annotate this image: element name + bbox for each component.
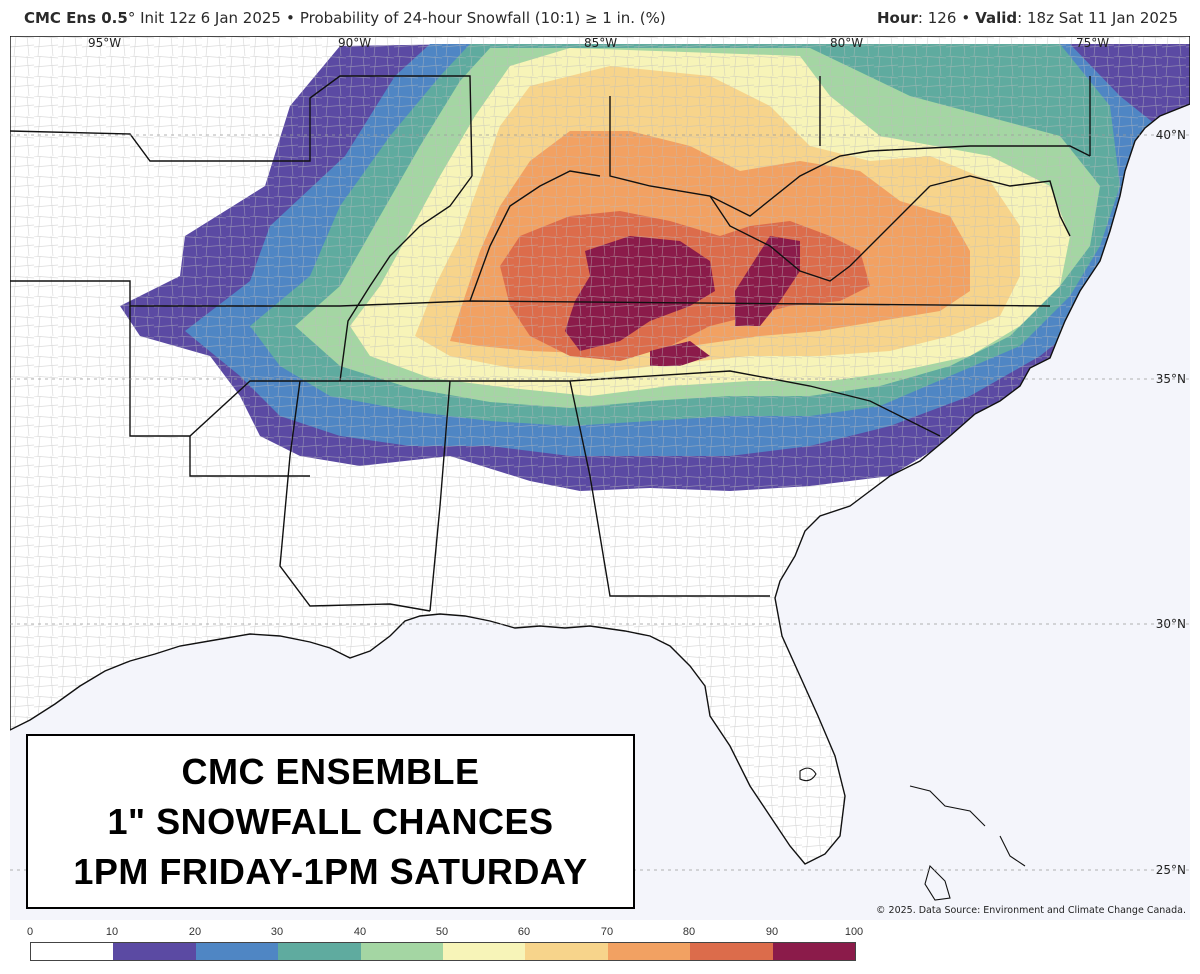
caption-box: CMC ENSEMBLE 1" SNOWFALL CHANCES 1PM FRI…: [26, 734, 635, 909]
legend-tick-100: 100: [844, 926, 864, 938]
legend-swatch-3: [278, 943, 361, 960]
lon-label-90w: 90°W: [338, 36, 372, 50]
map-canvas: [10, 36, 1190, 920]
product-title: Probability of 24-hour Snowfall (10:1) ≥…: [299, 9, 666, 27]
legend-swatch-0: [31, 943, 114, 960]
lat-label-30n: 30°N: [1155, 617, 1186, 631]
legend-tick-0: 0: [26, 926, 34, 938]
hour-label: Hour: [876, 9, 918, 27]
snowfall-probability-map: 95°W 90°W 85°W 80°W 75°W 40°N 35°N 30°N …: [10, 36, 1190, 920]
header-right: Hour: 126 • Valid: 18z Sat 11 Jan 2025: [877, 9, 1178, 27]
legend-color-bar: [30, 942, 856, 961]
lon-label-85w: 85°W: [584, 36, 618, 50]
legend-tick-40: 40: [353, 926, 367, 938]
lat-label-25n: 25°N: [1155, 863, 1186, 877]
legend-tick-80: 80: [682, 926, 696, 938]
header-left: CMC Ens 0.5° Init 12z 6 Jan 2025 • Probabi…: [24, 9, 666, 27]
legend-tick-60: 60: [517, 926, 531, 938]
lat-label-35n: 35°N: [1155, 372, 1186, 386]
legend-tick-70: 70: [600, 926, 614, 938]
caption-line-1: CMC ENSEMBLE: [181, 750, 480, 792]
islands: [799, 767, 1026, 901]
legend-swatch-7: [607, 943, 691, 960]
state-borders: [10, 75, 1091, 612]
init-time: Init 12z 6 Jan 2025: [140, 9, 281, 27]
lon-label-95w: 95°W: [88, 36, 122, 50]
legend-swatch-6: [525, 943, 608, 960]
legend-tick-10: 10: [105, 926, 119, 938]
legend-swatch-9: [772, 943, 856, 960]
degree-symbol: °: [127, 9, 136, 27]
lat-label-40n: 40°N: [1155, 128, 1186, 142]
legend-swatch-4: [360, 943, 444, 960]
legend-swatch-5: [443, 943, 526, 960]
legend-swatch-2: [195, 943, 279, 960]
lon-label-80w: 80°W: [830, 36, 864, 50]
bullet: •: [285, 9, 295, 27]
bullet-2: •: [961, 9, 971, 27]
legend-tick-30: 30: [270, 926, 284, 938]
lon-label-75w: 75°W: [1076, 36, 1110, 50]
legend-swatch-8: [690, 943, 773, 960]
hour-value: : 126: [917, 9, 957, 27]
caption-line-2: 1" SNOWFALL CHANCES: [107, 800, 554, 842]
legend-tick-20: 20: [188, 926, 202, 938]
model-name: CMC Ens 0.5: [24, 9, 128, 27]
map-header: CMC Ens 0.5° Init 12z 6 Jan 2025 • Probabi…: [0, 0, 1200, 36]
valid-label: Valid: [975, 9, 1018, 27]
valid-value: : 18z Sat 11 Jan 2025: [1017, 9, 1178, 27]
data-credit: © 2025. Data Source: Environment and Cli…: [876, 905, 1186, 916]
color-legend: 0 10 20 30 40 50 60 70 80 90 100: [26, 926, 863, 966]
legend-tick-50: 50: [435, 926, 449, 938]
legend-tick-90: 90: [765, 926, 779, 938]
caption-line-3: 1PM FRIDAY-1PM SATURDAY: [73, 850, 588, 892]
legend-swatch-1: [113, 943, 196, 960]
